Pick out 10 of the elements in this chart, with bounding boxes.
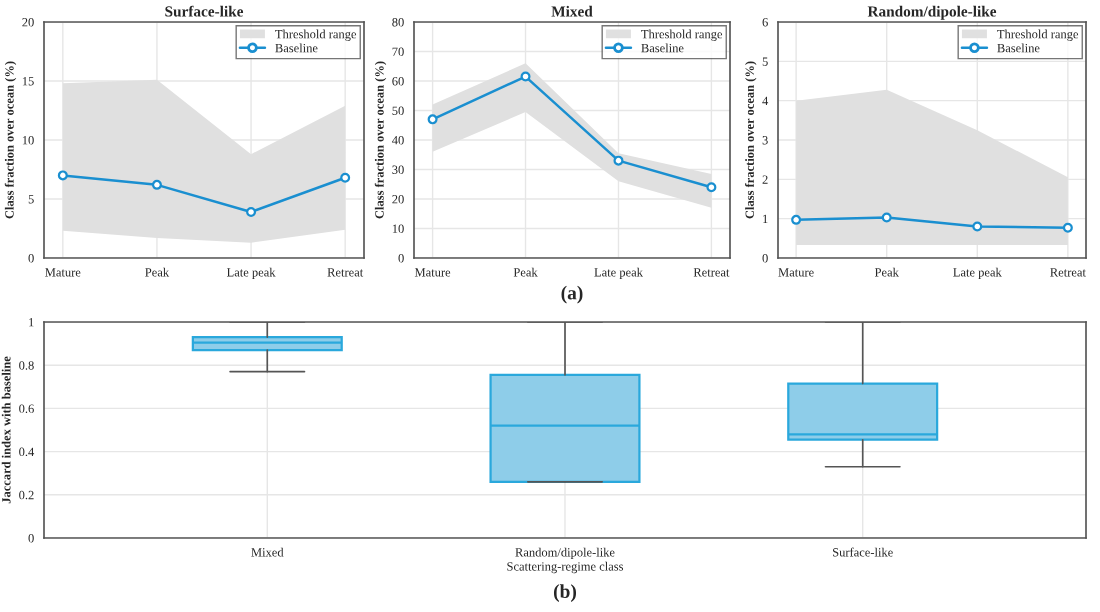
point [340,172,351,183]
point [706,182,717,193]
point [57,170,68,181]
text: (a) [561,285,583,304]
point [520,71,531,82]
point [427,114,438,125]
point [246,206,257,217]
point [613,155,624,166]
point [151,179,162,190]
text: (b) [553,584,577,602]
